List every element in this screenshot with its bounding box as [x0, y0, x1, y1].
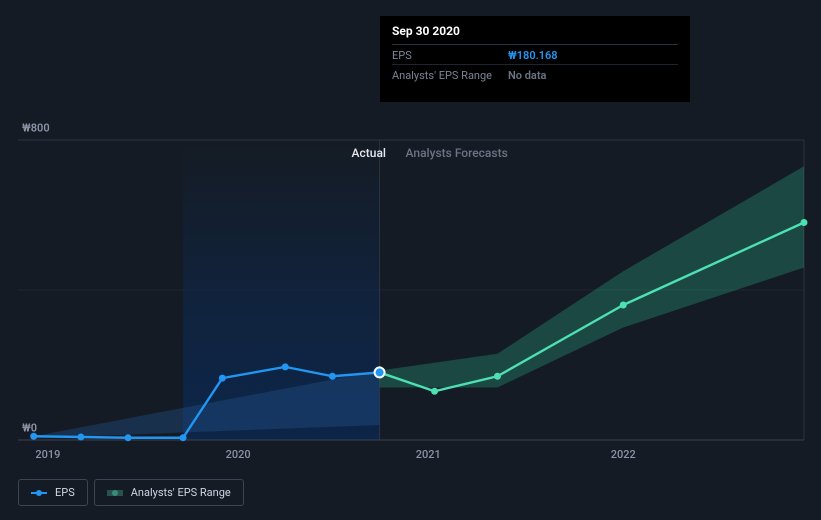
tooltip-date: Sep 30 2020 [392, 24, 678, 45]
legend-item[interactable]: EPS [18, 479, 88, 506]
plot-area[interactable] [18, 140, 804, 440]
tooltip-value: ₩180.168 [508, 49, 558, 62]
chart-tooltip: Sep 30 2020 EPS₩180.168Analysts' EPS Ran… [380, 16, 690, 102]
tooltip-key: Analysts' EPS Range [392, 69, 508, 82]
chart-legend: EPS Analysts' EPS Range [18, 479, 244, 506]
y-tick-label: ₩0 [22, 422, 37, 435]
x-tick-label: 2020 [226, 448, 251, 461]
tooltip-value: No data [508, 69, 546, 82]
actual-section-label: Actual [352, 146, 386, 160]
x-tick-label: 2019 [35, 448, 60, 461]
y-tick-label: ₩800 [22, 122, 50, 135]
legend-item[interactable]: Analysts' EPS Range [94, 479, 244, 506]
tooltip-row: EPS₩180.168 [392, 45, 678, 65]
x-tick-label: 2021 [416, 448, 441, 461]
chart-svg [18, 140, 804, 440]
legend-swatch-icon [107, 489, 123, 497]
legend-label: EPS [55, 486, 75, 499]
tooltip-row: Analysts' EPS RangeNo data [392, 65, 678, 84]
legend-swatch-icon [31, 489, 47, 497]
x-tick-label: 2022 [611, 448, 636, 461]
forecast-section-label: Analysts Forecasts [406, 146, 508, 160]
tooltip-key: EPS [392, 49, 508, 62]
legend-label: Analysts' EPS Range [131, 486, 231, 499]
